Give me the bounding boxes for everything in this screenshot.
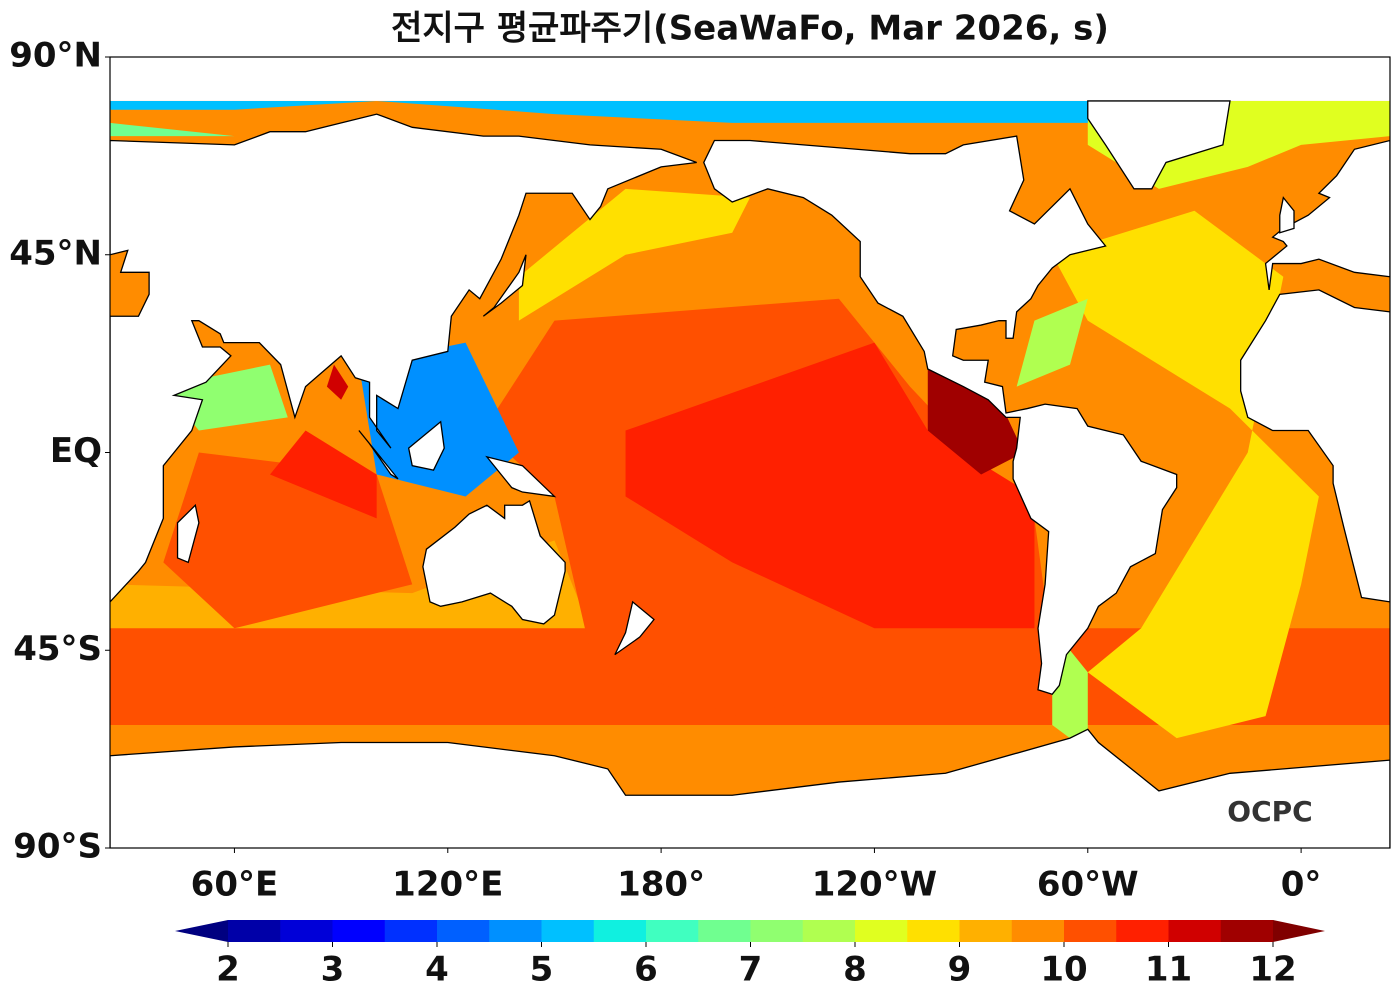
land xyxy=(110,728,1390,848)
land xyxy=(482,254,527,317)
colorbar-bin xyxy=(959,920,1013,942)
land xyxy=(422,499,566,625)
chart-title: 전지구 평균파주기(SeaWaFo, Mar 2026, s) xyxy=(391,9,1109,49)
colorbar-tick-label: 2 xyxy=(216,950,240,990)
colorbar-bin xyxy=(1011,920,1065,942)
colorbar-bin xyxy=(332,920,386,942)
x-tick-label: 0° xyxy=(1281,865,1322,905)
colorbar-bin xyxy=(280,920,333,942)
land xyxy=(485,455,557,498)
colorbar-bin xyxy=(698,920,751,942)
y-tick-label: EQ xyxy=(50,431,102,471)
x-tick-label: 120°E xyxy=(392,865,503,905)
y-tick-label: 90°S xyxy=(13,827,102,867)
colorbar-bin xyxy=(1116,920,1169,942)
x-tick-label: 60°E xyxy=(191,865,279,905)
colorbar-bin xyxy=(384,920,438,942)
colorbar-tick-label: 12 xyxy=(1249,950,1296,990)
x-tick-label: 120°W xyxy=(812,865,937,905)
colorbar-tick-label: 5 xyxy=(530,950,554,990)
land xyxy=(1240,289,1390,603)
ocean-field xyxy=(518,188,750,321)
colorbar-bin xyxy=(437,920,490,942)
colorbar-tick-label: 7 xyxy=(739,950,763,990)
land xyxy=(703,135,1178,695)
colorbar-tick-label: 4 xyxy=(425,950,449,990)
colorbar-tick-label: 8 xyxy=(843,950,867,990)
land xyxy=(614,600,655,656)
x-tick-label: 60°W xyxy=(1037,865,1139,905)
ocean-field xyxy=(270,430,377,519)
colorbar-bin xyxy=(750,920,804,942)
ocean-field xyxy=(927,364,1024,475)
logo: OCPC xyxy=(1227,795,1312,828)
colorbar-tick-label: 10 xyxy=(1040,950,1087,990)
colorbar-bin xyxy=(489,920,542,942)
colorbar-bin xyxy=(1064,920,1117,942)
y-tick-label: 90°N xyxy=(9,36,102,76)
colorbar-tick-label: 9 xyxy=(948,950,972,990)
ocean-field xyxy=(326,364,349,400)
ocean-field xyxy=(110,122,235,137)
land xyxy=(407,420,445,471)
colorbar-bin xyxy=(1220,920,1274,942)
colorbar-extend-low xyxy=(175,920,228,942)
land xyxy=(358,430,399,480)
colorbar-bin xyxy=(593,920,647,942)
colorbar-bin xyxy=(802,920,856,942)
y-tick-label: 45°N xyxy=(9,233,102,273)
colorbar-bin xyxy=(541,920,595,942)
land xyxy=(1264,139,1390,290)
map xyxy=(110,100,1390,848)
colorbar-tick-label: 11 xyxy=(1145,950,1192,990)
y-tick-label: 45°S xyxy=(13,629,102,669)
ocean-field xyxy=(110,100,1088,123)
land xyxy=(110,113,697,603)
ocean-field xyxy=(1016,298,1088,387)
colorbar-tick-label: 6 xyxy=(634,950,658,990)
colorbar-bin xyxy=(646,920,699,942)
x-tick-label: 180° xyxy=(617,865,705,905)
colorbar-bin xyxy=(855,920,908,942)
land xyxy=(1087,100,1231,190)
land xyxy=(1279,196,1295,234)
colorbar-tick-label: 3 xyxy=(321,950,345,990)
colorbar-bin xyxy=(1168,920,1222,942)
colorbar-bin xyxy=(907,920,960,942)
colorbar-extend-high xyxy=(1273,920,1325,942)
land xyxy=(176,503,200,564)
colorbar-bin xyxy=(228,920,281,942)
ocean-field xyxy=(625,342,1035,629)
